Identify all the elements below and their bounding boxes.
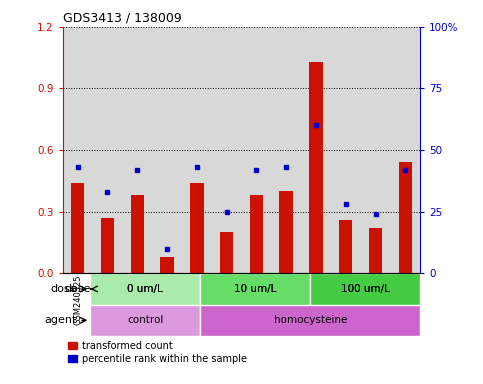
Bar xyxy=(200,305,420,336)
Text: 100 um/L: 100 um/L xyxy=(341,284,390,294)
Bar xyxy=(122,27,152,273)
Bar xyxy=(309,62,323,273)
Bar xyxy=(369,228,382,273)
Text: 100 um/L: 100 um/L xyxy=(341,284,390,294)
Bar xyxy=(398,162,412,273)
Bar xyxy=(361,27,390,273)
Bar xyxy=(339,220,353,273)
Bar xyxy=(90,305,200,336)
Bar xyxy=(130,195,144,273)
Bar xyxy=(331,27,361,273)
Bar xyxy=(90,273,200,305)
Text: agent: agent xyxy=(44,315,76,325)
Bar xyxy=(250,195,263,273)
Text: 10 um/L: 10 um/L xyxy=(234,284,276,294)
Text: dose: dose xyxy=(64,284,91,294)
Bar xyxy=(271,27,301,273)
Legend: transformed count, percentile rank within the sample: transformed count, percentile rank withi… xyxy=(68,341,247,364)
Bar xyxy=(71,183,85,273)
Bar xyxy=(310,273,420,305)
Bar xyxy=(152,27,182,273)
Bar xyxy=(182,27,212,273)
Bar xyxy=(90,273,200,305)
Text: dose: dose xyxy=(50,284,76,294)
Text: 10 um/L: 10 um/L xyxy=(234,284,276,294)
Bar xyxy=(280,191,293,273)
Bar xyxy=(390,27,420,273)
Bar xyxy=(212,27,242,273)
Bar xyxy=(242,27,271,273)
Bar xyxy=(200,273,310,305)
Bar xyxy=(101,218,114,273)
Bar xyxy=(301,27,331,273)
Bar xyxy=(190,183,203,273)
Bar xyxy=(220,232,233,273)
Bar xyxy=(93,27,122,273)
Text: 0 um/L: 0 um/L xyxy=(128,284,163,294)
Bar xyxy=(310,273,420,305)
Text: 0 um/L: 0 um/L xyxy=(128,284,163,294)
Bar xyxy=(200,273,310,305)
Bar xyxy=(160,257,174,273)
Text: homocysteine: homocysteine xyxy=(273,315,347,325)
Text: control: control xyxy=(127,315,163,325)
Bar xyxy=(63,27,93,273)
Text: GDS3413 / 138009: GDS3413 / 138009 xyxy=(63,11,182,24)
